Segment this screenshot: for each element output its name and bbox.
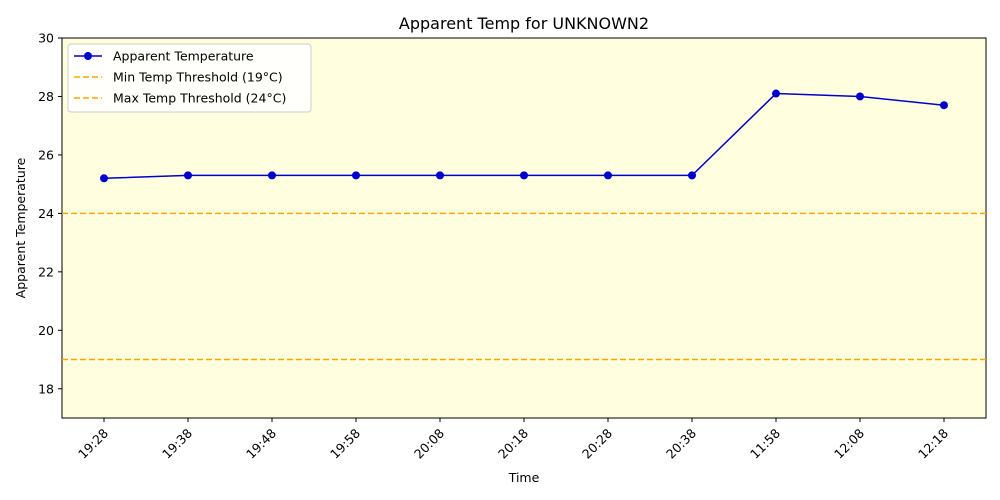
y-tick-label: 30: [38, 31, 54, 46]
data-point: [184, 171, 192, 180]
legend-label: Apparent Temperature: [113, 49, 254, 64]
data-point: [436, 171, 444, 180]
y-tick-label: 22: [38, 264, 54, 279]
data-point: [268, 171, 276, 180]
y-axis-ticks: 18 20 22 24 26 28 30: [38, 31, 62, 396]
y-tick-label: 26: [38, 147, 54, 162]
y-tick-label: 24: [38, 206, 54, 221]
data-point: [604, 171, 612, 180]
legend-label: Max Temp Threshold (24°C): [113, 91, 286, 106]
y-tick-label: 20: [38, 323, 54, 338]
legend-box: [67, 43, 312, 113]
legend-label: Min Temp Threshold (19°C): [113, 70, 283, 85]
legend: Apparent Temperature Min Temp Threshold (…: [67, 43, 312, 113]
y-axis-label: Apparent Temperature: [13, 157, 28, 298]
data-point: [772, 89, 780, 98]
data-point: [520, 171, 528, 180]
data-point: [100, 174, 108, 183]
series-group: [100, 89, 948, 183]
data-point: [940, 101, 948, 110]
x-axis-label: Time: [508, 470, 540, 485]
y-tick-label: 28: [38, 89, 54, 104]
legend-marker: [84, 52, 92, 60]
data-point: [688, 171, 696, 180]
threshold-lines: [62, 212, 986, 361]
data-point: [856, 92, 864, 101]
y-tick-label: 18: [38, 381, 54, 396]
data-point: [352, 171, 360, 180]
chart-title: Apparent Temp for UNKNOWN2: [399, 14, 649, 33]
